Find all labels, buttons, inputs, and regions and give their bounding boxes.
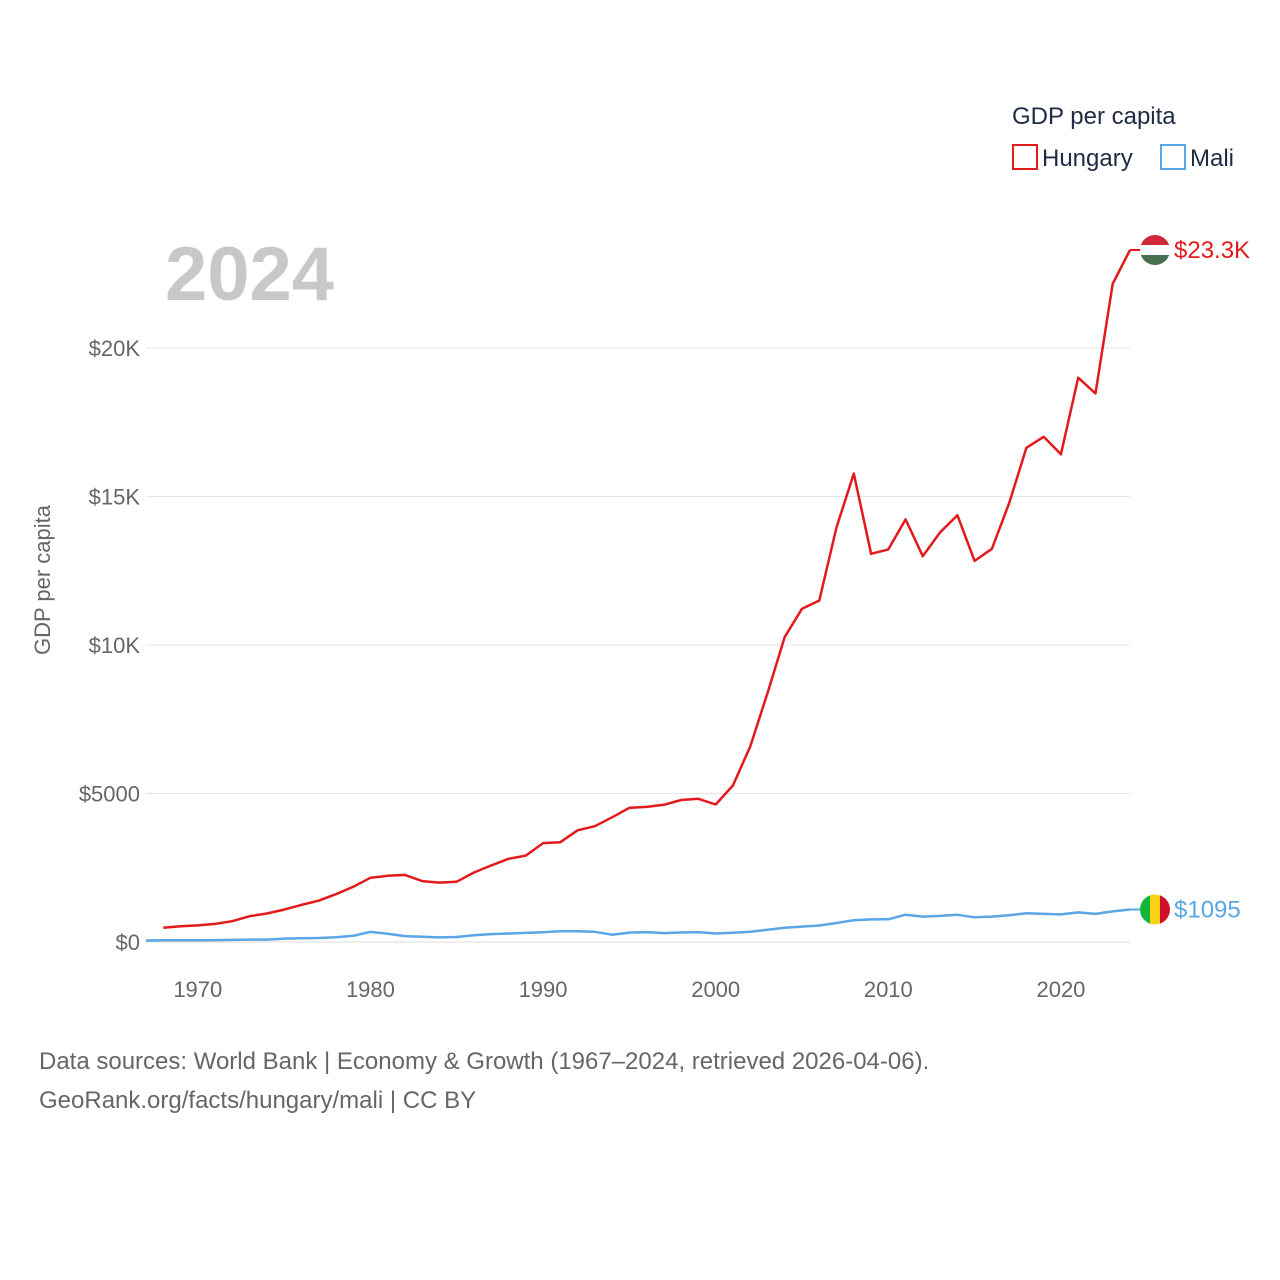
- footer-credit: GeoRank.org/facts/hungary/mali | CC BY: [39, 1087, 476, 1114]
- y-axis: $0 $5000 $10K $15K $20K: [79, 336, 141, 955]
- end-value-label-mali: $1095: [1174, 896, 1241, 923]
- y-tick-label: $15K: [89, 485, 141, 510]
- grid-layer: [146, 347, 1130, 943]
- flag-icon-mali: [1140, 894, 1170, 925]
- year-label: 2024: [165, 232, 334, 317]
- series-line-mali: [145, 908, 1131, 942]
- legend: GDP per capita Hungary Mali: [1012, 103, 1234, 172]
- x-tick-label: 1990: [519, 977, 568, 1002]
- y-tick-label: $20K: [89, 336, 141, 361]
- footer-sources: Data sources: World Bank | Economy & Gro…: [39, 1048, 929, 1075]
- y-tick-label: $10K: [89, 633, 141, 658]
- series-line-hungary: [163, 249, 1132, 929]
- end-value-label-hungary: $23.3K: [1174, 237, 1250, 264]
- x-tick-label: 2010: [864, 977, 913, 1002]
- flag-icon-hungary: [1140, 234, 1170, 265]
- legend-label-mali: Mali: [1190, 145, 1234, 172]
- x-axis: 1970 1980 1990 2000 2010 2020: [173, 977, 1085, 1002]
- x-tick-label: 2020: [1036, 977, 1085, 1002]
- legend-title: GDP per capita: [1012, 103, 1176, 130]
- x-tick-label: 1980: [346, 977, 395, 1002]
- y-tick-label: $0: [116, 930, 140, 955]
- x-tick-label: 1970: [173, 977, 222, 1002]
- x-tick-label: 2000: [691, 977, 740, 1002]
- footer: Data sources: World Bank | Economy & Gro…: [39, 1048, 929, 1114]
- y-axis-title: GDP per capita: [30, 504, 55, 655]
- series-layer: $23.3K $1095: [145, 234, 1250, 942]
- legend-label-hungary: Hungary: [1042, 145, 1133, 172]
- legend-swatch-mali: [1160, 144, 1186, 170]
- legend-swatch-hungary: [1012, 144, 1038, 170]
- y-tick-label: $5000: [79, 782, 140, 807]
